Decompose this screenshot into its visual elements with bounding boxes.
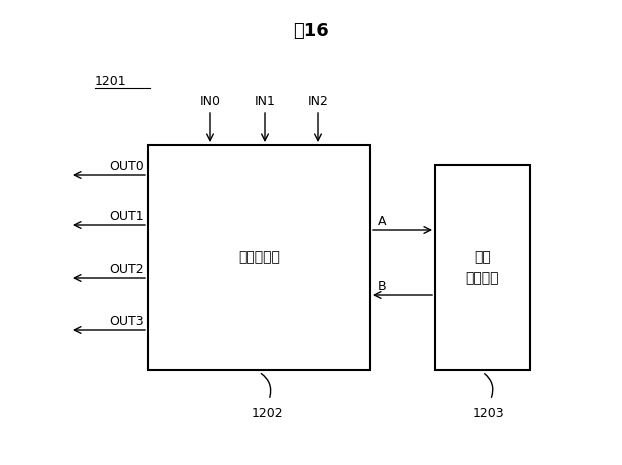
Text: OUT2: OUT2 [109, 263, 144, 276]
Text: 1201: 1201 [95, 75, 127, 88]
Text: IN0: IN0 [200, 95, 221, 108]
Bar [435, 165, 530, 370]
Text: OUT3: OUT3 [109, 315, 144, 328]
Text: 1203: 1203 [473, 407, 504, 420]
Text: IN2: IN2 [307, 95, 328, 108]
Text: OUT1: OUT1 [109, 210, 144, 223]
Text: B: B [378, 280, 387, 293]
Text: A: A [378, 215, 386, 228]
Text: 1202: 1202 [251, 407, 283, 420]
Text: 更新処理部: 更新処理部 [238, 251, 280, 265]
Text: IN1: IN1 [254, 95, 276, 108]
Text: 図16: 図16 [293, 22, 329, 40]
Text: 更新
バッファ: 更新 バッファ [466, 250, 499, 285]
Bar [148, 145, 370, 370]
Text: OUT0: OUT0 [109, 160, 144, 173]
